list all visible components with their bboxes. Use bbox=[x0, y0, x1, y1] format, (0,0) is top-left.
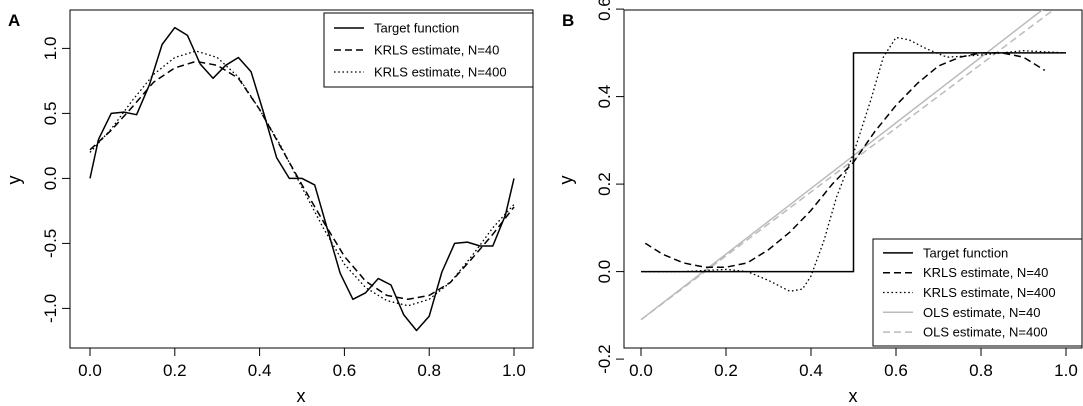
panel-a-x-tick-label: 0.6 bbox=[333, 361, 357, 380]
panel-b: B x y 0.0 0.2 0.4 0.6 0.8 1.0 -0.2 0.0 0.2 0.4 0.6… bbox=[556, 0, 1083, 406]
panel-b-legend-box bbox=[872, 238, 1083, 347]
panel-b-x-tick-label: 0.4 bbox=[799, 361, 823, 380]
panel-a-series-target-function bbox=[89, 26, 515, 332]
panel-b-xlabel: x bbox=[849, 386, 858, 406]
panel-a-legend-label: Target function bbox=[374, 21, 459, 36]
panel-a-xlabel: x bbox=[297, 386, 306, 406]
panel-a-y-tick-label: 0.0 bbox=[41, 167, 60, 191]
panel-b-series-krls-estimate-n-40 bbox=[644, 52, 1046, 268]
panel-b-series-krls-estimate-n-400 bbox=[645, 36, 1067, 292]
panel-b-y-tick-label: 0.4 bbox=[595, 85, 614, 109]
panel-a-series-krls-estimate-n-40 bbox=[89, 60, 515, 301]
panel-a-y-tick-label: 0.5 bbox=[41, 102, 60, 126]
panel-b-y-tick-label: 0.2 bbox=[595, 172, 614, 196]
panel-b-x-tick-label: 0.2 bbox=[714, 361, 738, 380]
panel-a-x-tick-label: 1.0 bbox=[502, 361, 526, 380]
panel-a-label: A bbox=[8, 11, 20, 30]
panel-a-legend-label: KRLS estimate, N=40 bbox=[374, 43, 499, 58]
panel-a-legend-label: KRLS estimate, N=400 bbox=[374, 65, 507, 80]
panel-a-ylabel: y bbox=[4, 176, 24, 185]
panel-b-label: B bbox=[562, 11, 574, 30]
panel-b-ylabel: y bbox=[556, 176, 576, 185]
panel-a-plot-frame bbox=[69, 9, 534, 349]
panel-a: A x y 0.0 0.2 0.4 0.6 0.8 1.0 -1.0 -0.5 0.0 0.5 1.… bbox=[4, 9, 534, 406]
panel-b-legend-label: OLS estimate, N=400 bbox=[923, 325, 1048, 340]
panel-a-y-tick-label: -1.0 bbox=[41, 294, 60, 323]
panel-a-y-tick-label: -0.5 bbox=[41, 229, 60, 258]
panel-b-legend-label: KRLS estimate, N=40 bbox=[923, 265, 1048, 280]
panel-a-x-tick-label: 0.8 bbox=[417, 361, 441, 380]
panel-b-x-tick-label: 0.8 bbox=[969, 361, 993, 380]
panel-b-y-tick-label: 0.0 bbox=[595, 260, 614, 284]
panel-a-x-tick-label: 0.2 bbox=[163, 361, 187, 380]
panel-a-series-krls-estimate-n-400 bbox=[89, 50, 515, 307]
panel-b-legend-label: KRLS estimate, N=400 bbox=[923, 285, 1056, 300]
panel-b-y-tick-label: -0.2 bbox=[595, 344, 614, 373]
panel-b-plot-frame bbox=[623, 9, 1083, 349]
panel-b-legend-label: Target function bbox=[923, 245, 1008, 260]
panel-a-y-tick-label: 1.0 bbox=[41, 37, 60, 61]
panel-b-x-tick-label: 1.0 bbox=[1054, 361, 1078, 380]
panel-b-x-tick-label: 0.6 bbox=[884, 361, 908, 380]
panel-b-x-tick-label: 0.0 bbox=[629, 361, 653, 380]
panel-a-x-tick-label: 0.0 bbox=[78, 361, 102, 380]
panel-a-x-tick-label: 0.4 bbox=[248, 361, 272, 380]
panel-b-legend-label: OLS estimate, N=40 bbox=[923, 305, 1040, 320]
panel-b-y-tick-label: 0.6 bbox=[595, 0, 614, 21]
